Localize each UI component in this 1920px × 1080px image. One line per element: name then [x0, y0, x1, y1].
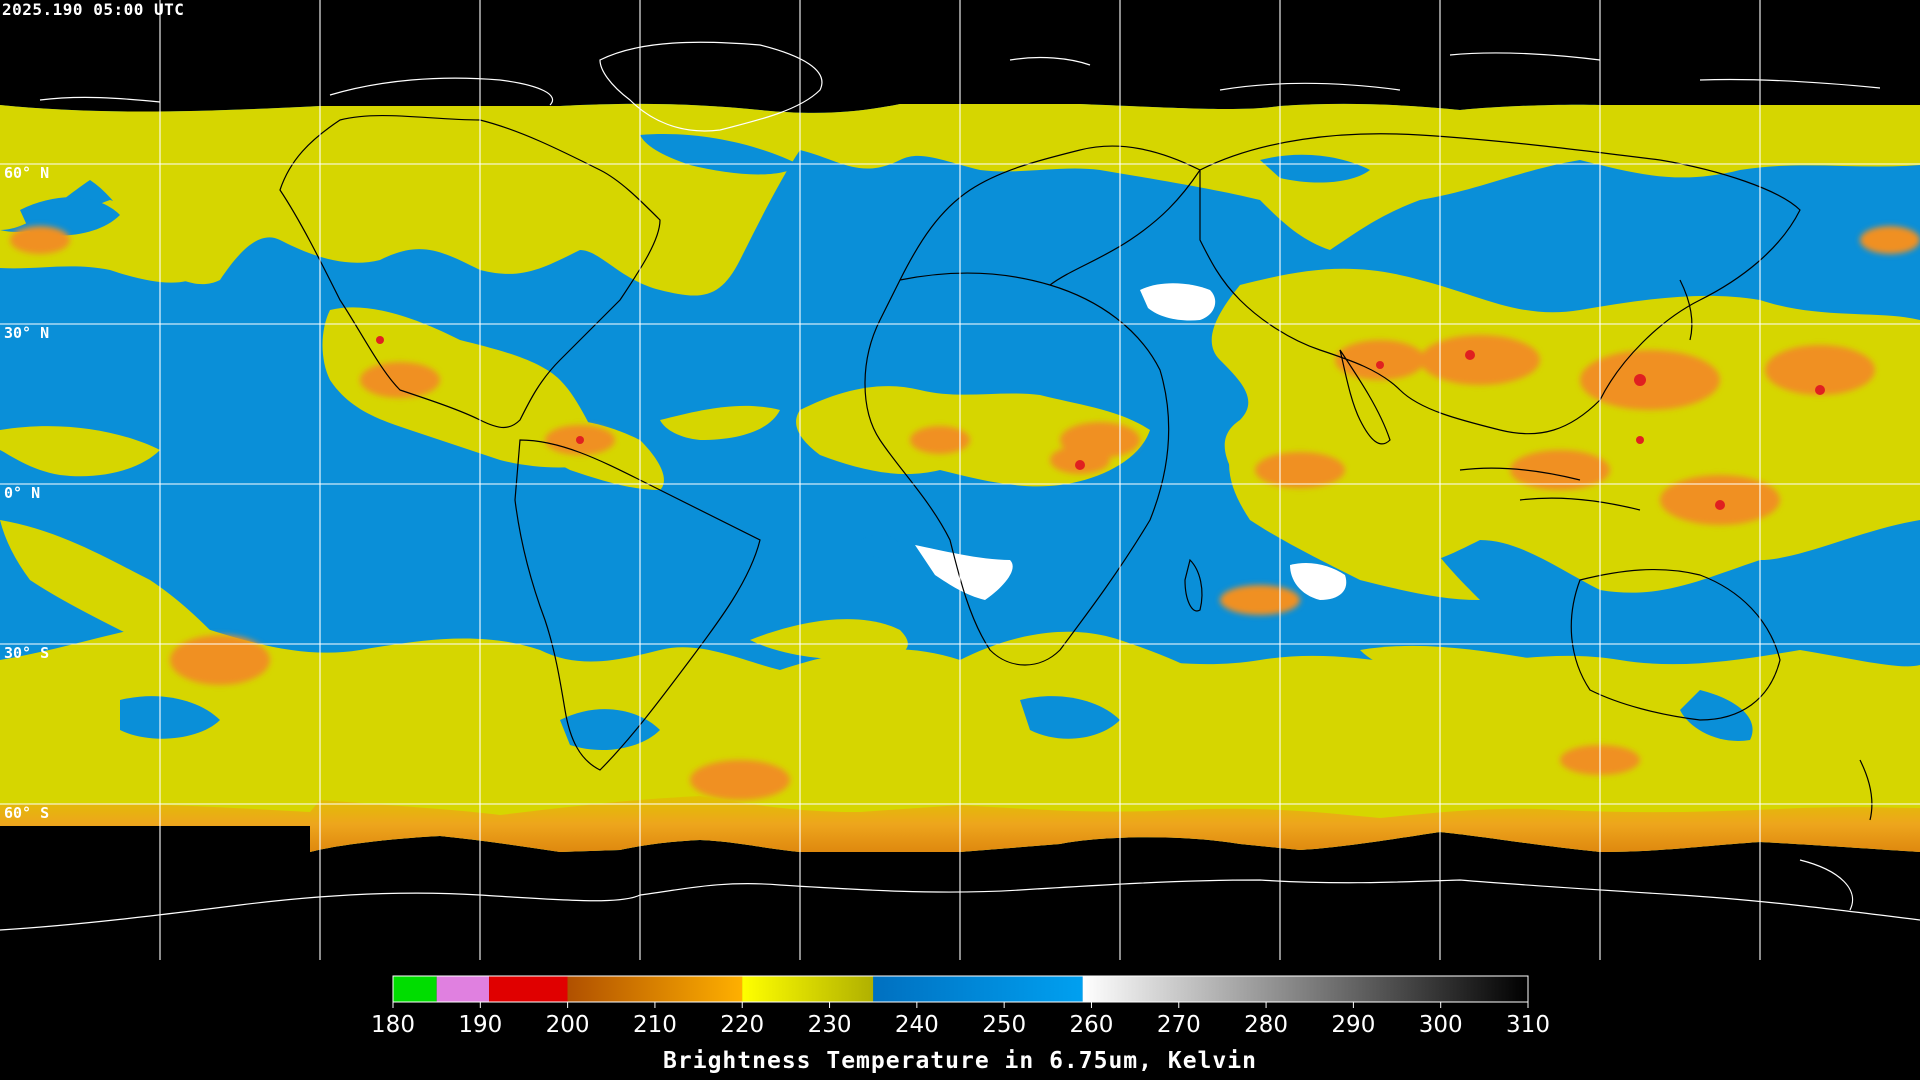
colorbar-segment [489, 976, 568, 1002]
colorbar-tick-label: 210 [632, 1012, 677, 1038]
colorbar-tick-label: 190 [458, 1012, 503, 1038]
colorbar-gradient-segment [567, 976, 743, 1002]
lat-label-60n: 60° N [4, 164, 50, 182]
lat-lon-grid [0, 0, 1920, 960]
colorbar-tick-label: 240 [894, 1012, 939, 1038]
colorbar-gradient-segment [742, 976, 874, 1002]
colorbar-tick-label: 270 [1156, 1012, 1201, 1038]
colorbar-segment [436, 976, 490, 1002]
lat-label-0n: 0° N [4, 484, 41, 502]
colorbar [392, 975, 1529, 1008]
colorbar-tick-label: 290 [1331, 1012, 1376, 1038]
colorbar-tick-label: 310 [1506, 1012, 1550, 1038]
lat-label-30s: 30° S [4, 644, 50, 662]
colorbar-border [392, 975, 1529, 1003]
dry-intrusions [20, 134, 1753, 750]
colorbar-tick-label: 180 [371, 1012, 415, 1038]
lat-label-30n: 30° N [4, 324, 50, 342]
colorbar-gradient-segment [1082, 976, 1528, 1002]
colorbar-tick-label: 260 [1069, 1012, 1114, 1038]
colorbar-tick-label: 250 [982, 1012, 1027, 1038]
colorbar-tick-label: 280 [1244, 1012, 1289, 1038]
colorbar-segment [393, 976, 437, 1002]
colorbar-tick-label: 230 [807, 1012, 852, 1038]
coastlines [279, 114, 1873, 821]
lat-label-60s: 60° S [4, 804, 50, 822]
timestamp-label: 2025.190 05:00 UTC [2, 0, 185, 19]
cold-cloud-patches [10, 226, 1920, 800]
colorbar-tick-label: 220 [720, 1012, 765, 1038]
colorbar-title: Brightness Temperature in 6.75um, Kelvin [663, 1048, 1257, 1074]
coastlines-outside-coverage [0, 41, 1920, 931]
colorbar-legend [0, 960, 1920, 1080]
colorbar-gradient-segment [873, 976, 1083, 1002]
colorbar-tick-label: 200 [545, 1012, 590, 1038]
colorbar-tick-label: 300 [1418, 1012, 1463, 1038]
water-vapor-map [0, 0, 1920, 960]
convective-cores [376, 336, 1825, 510]
very-dry-regions [915, 283, 1347, 600]
